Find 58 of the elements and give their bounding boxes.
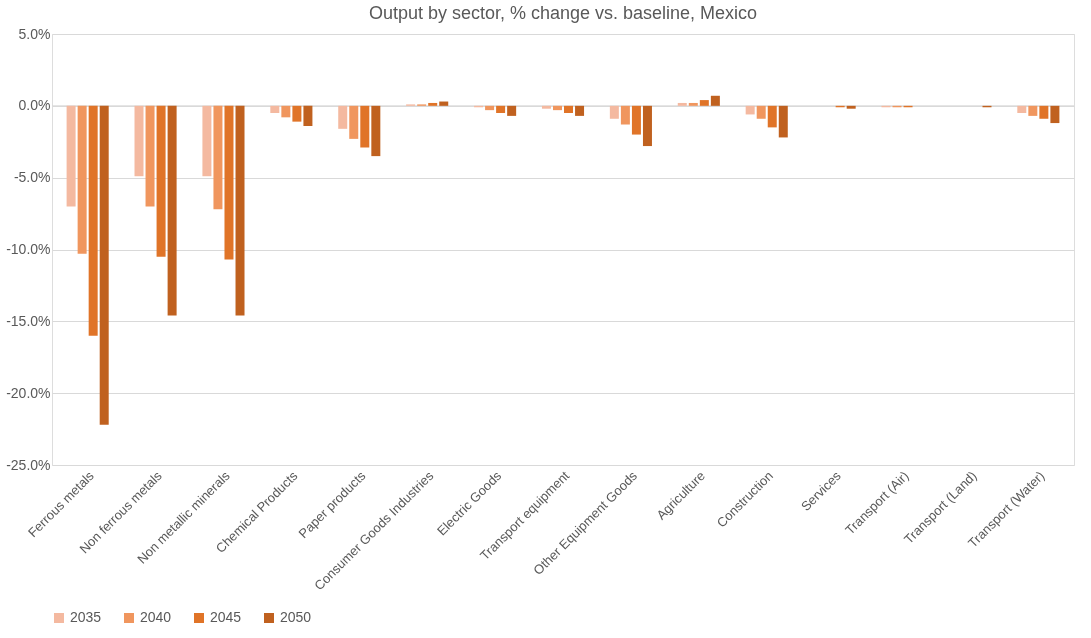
bar [66,105,76,207]
bar [213,105,223,210]
bar [202,105,212,177]
bar [541,105,551,109]
y-tick-label: 0.0% [18,97,51,114]
bar [99,105,109,425]
bar [552,105,562,111]
bar [699,100,709,106]
y-tick-label: -15.0% [6,312,51,329]
bar [281,105,291,118]
bar [564,105,574,114]
bar [642,105,652,147]
bar [338,105,348,129]
bar [235,105,245,316]
bar [631,105,641,135]
y-tick-label: -5.0% [13,169,51,186]
bar [349,105,359,139]
bar [575,105,585,116]
bar [620,105,630,125]
bar [156,105,166,257]
bar [1017,105,1027,114]
y-tick-label: -20.0% [6,384,51,401]
bar [145,105,155,207]
bar [677,102,687,106]
bar [1028,105,1038,116]
bar [778,105,788,138]
bar [609,105,619,119]
legend-label: 2050 [280,609,312,625]
y-tick-label: -10.0% [6,241,51,257]
bar [710,95,720,106]
bar [745,105,755,115]
bar [134,105,144,177]
bar [224,105,234,260]
y-tick-label: 5.0% [18,25,51,42]
chart-title: Output by sector, % change vs. baseline, Mexico [368,3,758,23]
bar [360,105,370,148]
legend-label: 2045 [210,609,242,625]
legend-label: 2035 [70,609,102,625]
bar [428,102,438,106]
bar [303,105,313,126]
bar [439,101,449,106]
bar [507,105,517,116]
bar [767,105,777,128]
bar [270,105,280,114]
bar [485,105,495,111]
bar [1050,105,1060,124]
bar [1039,105,1049,119]
bar [77,105,87,254]
bar [167,105,177,316]
y-tick-label: -25.0% [6,456,51,473]
legend-label: 2040 [140,609,172,625]
bar [292,105,302,122]
bar [88,105,98,336]
bar [846,105,856,109]
bar [496,105,506,114]
bar [371,105,381,157]
bar [756,105,766,119]
bar [688,102,698,106]
